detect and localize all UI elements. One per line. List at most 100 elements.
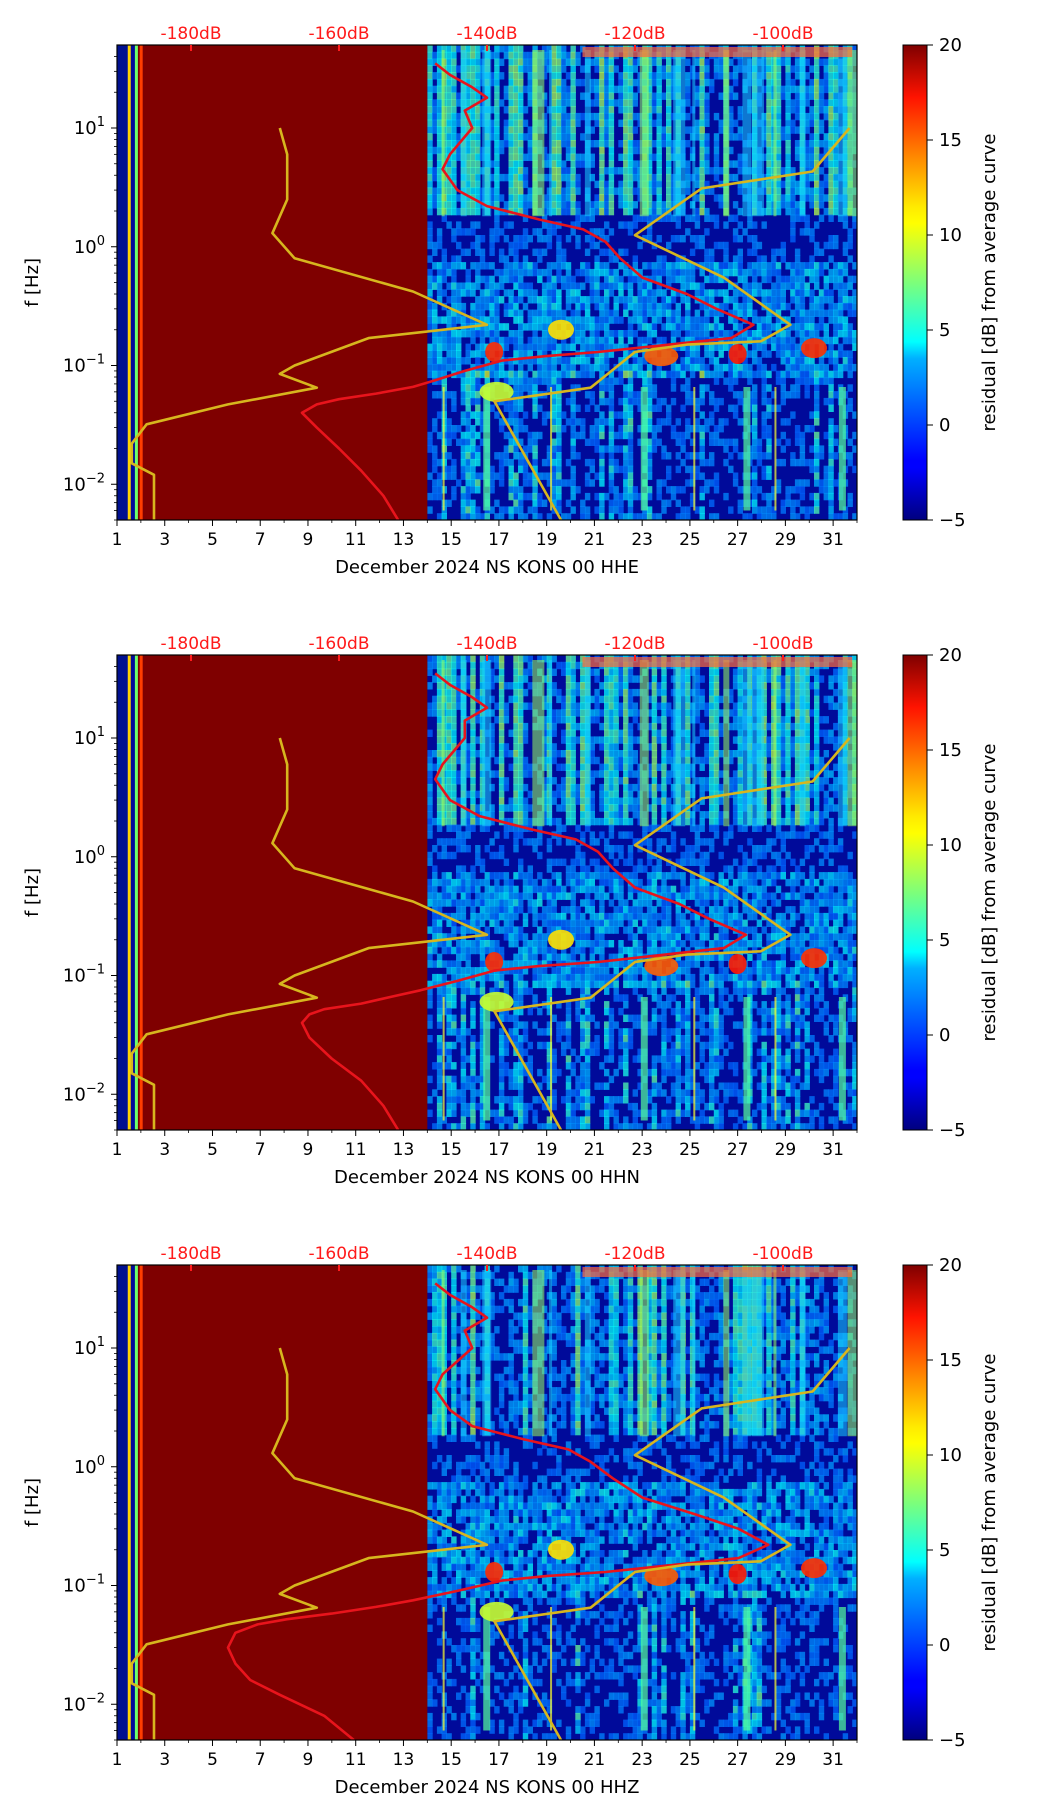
noise-streak-14: [799, 1270, 806, 1437]
y-tick-exponent: −1: [86, 1573, 105, 1588]
noise-streak-11: [742, 1270, 752, 1437]
x-tick-label: 3: [159, 1140, 170, 1160]
x-tick-label: 31: [822, 1750, 844, 1770]
microseism-blob-1: [485, 1561, 504, 1582]
lowfreq-streak-15: [838, 1607, 846, 1731]
noise-streak-8: [673, 1270, 686, 1437]
noise-streak-3: [482, 660, 492, 827]
db-tick-label: -160dB: [308, 1244, 369, 1264]
microseism-blob-3: [644, 346, 679, 367]
x-tick-label: 5: [207, 1140, 218, 1160]
edge-stripe-1: [117, 45, 127, 520]
noise-streak-2: [460, 50, 467, 217]
x-tick-label: 9: [303, 530, 314, 550]
microseism-blob-5: [801, 1558, 828, 1579]
db-tick-label: -120dB: [604, 1244, 665, 1264]
noise-streak-12: [751, 50, 764, 217]
nlnm-line: [130, 737, 489, 1130]
y-tick-label: 10−1: [63, 963, 105, 987]
colorbar-label: residual [dB] from average curve: [979, 133, 1000, 431]
y-tick-base: 10: [63, 1694, 86, 1715]
y-tick-base: 10: [63, 474, 86, 495]
y-tick-exponent: −2: [86, 1081, 105, 1096]
noise-streak-10: [723, 50, 730, 217]
x-tick-label: 5: [207, 530, 218, 550]
microseism-blob-5: [801, 338, 828, 359]
edge-stripe-2: [127, 45, 131, 520]
noise-streak-1: [441, 50, 445, 217]
noise-streak-8: [673, 50, 686, 217]
y-tick-exponent: −2: [86, 1691, 105, 1706]
colorbar: [902, 44, 928, 521]
x-tick-label: 1: [112, 1750, 123, 1770]
lowfreq-streak-11: [743, 997, 751, 1121]
x-tick-label: 1: [112, 530, 123, 550]
db-tick-label: -100dB: [752, 634, 813, 654]
x-tick-label: 7: [255, 530, 266, 550]
colorbar-tick-label: 20: [939, 645, 962, 666]
noise-streak-16: [847, 50, 857, 217]
lowfreq-streak-3: [483, 997, 491, 1121]
microseism-blob-4: [728, 1563, 747, 1584]
noise-streak-4: [532, 660, 545, 827]
noise-streak-14: [799, 50, 806, 217]
x-tick-label: 7: [255, 1140, 266, 1160]
x-tick-label: 31: [822, 1140, 844, 1160]
y-tick-label: 100: [74, 1454, 105, 1478]
microseism-blob-4: [728, 953, 747, 974]
x-tick-label: 5: [207, 1750, 218, 1770]
x-tick-label: 13: [393, 1140, 415, 1160]
y-tick-base: 10: [74, 118, 97, 139]
x-tick-label: 9: [303, 1750, 314, 1770]
noise-streak-15: [837, 50, 847, 217]
microseism-blob-6: [479, 381, 514, 402]
y-tick-base: 10: [74, 237, 97, 258]
x-tick-label: 15: [440, 530, 462, 550]
lowfreq-streak-7: [640, 1607, 648, 1731]
edge-stripe-3: [134, 1265, 138, 1740]
noise-streak-9: [692, 660, 696, 827]
y-tick-label: 10−2: [63, 1691, 105, 1715]
microseism-blob-1: [485, 341, 504, 362]
x-tick-label: 27: [727, 1140, 749, 1160]
y-tick-label: 100: [74, 844, 105, 868]
x-tick-label: 21: [584, 530, 606, 550]
y-tick-exponent: 0: [97, 844, 105, 859]
x-tick-label: 23: [631, 1750, 653, 1770]
edge-stripe-4: [139, 1265, 143, 1740]
lowfreq-streak-9: [693, 387, 696, 511]
y-tick-label: 101: [74, 115, 105, 139]
colorbar: [902, 1264, 928, 1741]
noise-streak-5: [549, 660, 553, 827]
db-tick-label: -160dB: [308, 634, 369, 654]
colorbar-tick-label: 0: [939, 1635, 950, 1656]
y-tick-exponent: 0: [97, 1454, 105, 1469]
microseism-blob-3: [644, 1566, 679, 1587]
x-tick-label: 3: [159, 530, 170, 550]
nhnm-line: [493, 127, 851, 520]
noise-streak-13: [773, 1270, 777, 1437]
microseism-blob-2: [548, 319, 574, 340]
db-tick-label: -100dB: [752, 1244, 813, 1264]
colorbar-tick-label: 15: [939, 130, 962, 151]
x-tick-label: 31: [822, 530, 844, 550]
y-axis-label: f [Hz]: [22, 258, 43, 307]
x-tick-label: 17: [488, 530, 510, 550]
colorbar-tick-label: 15: [939, 1350, 962, 1371]
noise-streak-11: [742, 50, 752, 217]
edge-stripe-3: [134, 45, 138, 520]
x-tick-label: 29: [775, 1140, 797, 1160]
high-frequency-band: [582, 47, 853, 57]
nlnm-line: [130, 127, 489, 520]
colorbar-tick-label: 5: [939, 930, 950, 951]
x-tick-label: 19: [536, 1140, 558, 1160]
x-tick-label: 29: [775, 530, 797, 550]
lowfreq-streak-11: [743, 387, 751, 511]
colorbar-tick-label: 15: [939, 740, 962, 761]
noise-streak-2: [460, 1270, 467, 1437]
noise-streak-15: [837, 1270, 847, 1437]
microseism-blob-5: [801, 948, 828, 969]
noise-streak-16: [847, 1270, 857, 1437]
